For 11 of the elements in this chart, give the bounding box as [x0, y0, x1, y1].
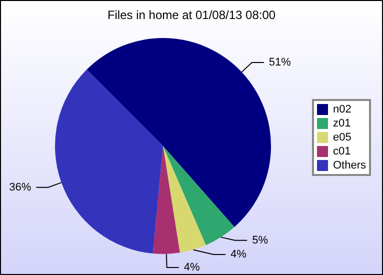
data-label: 4% [184, 262, 200, 274]
chart-title: Files in home at 01/08/13 08:00 [107, 8, 276, 22]
legend-label: e05 [332, 132, 352, 144]
legend-label: z01 [332, 118, 351, 130]
data-label: 51% [268, 56, 292, 68]
legend-label: c01 [332, 146, 351, 158]
legend-label: n02 [332, 104, 352, 116]
legend-label: Others [332, 160, 366, 172]
data-label: 36% [9, 181, 32, 194]
data-label: 5% [252, 234, 268, 246]
data-label: 4% [230, 248, 247, 260]
